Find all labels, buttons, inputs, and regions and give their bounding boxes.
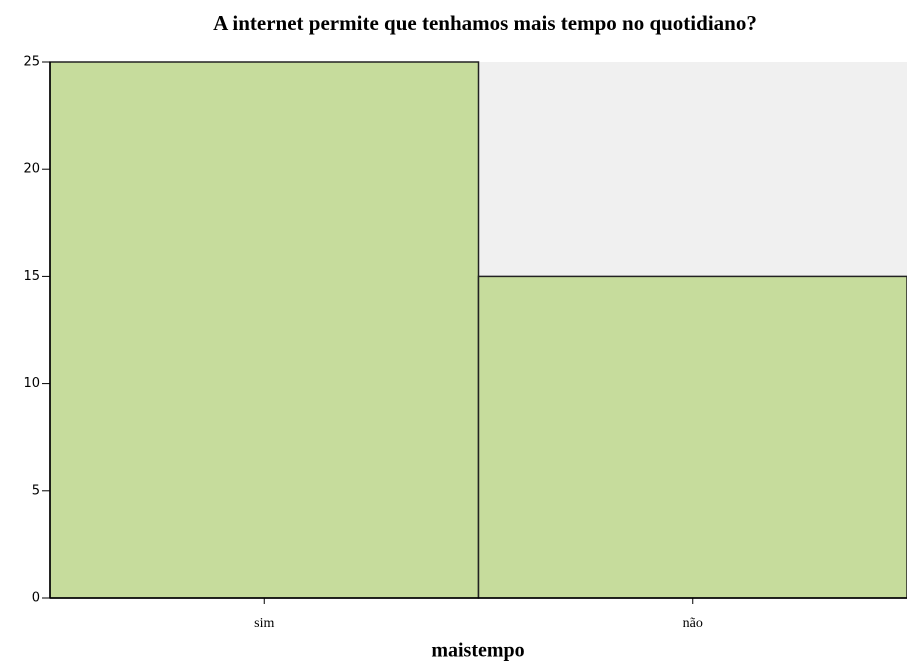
x-axis-label: maistempo xyxy=(431,640,524,662)
y-tick-label: 20 xyxy=(23,162,40,177)
bar xyxy=(49,61,480,599)
chart-title: A internet permite que tenhamos mais tem… xyxy=(213,11,757,35)
y-tick-label: 0 xyxy=(32,591,40,606)
y-tick-label: 25 xyxy=(23,55,40,70)
y-tick-label: 10 xyxy=(23,376,40,391)
x-tick-label: não xyxy=(683,616,703,631)
y-tick-label: 15 xyxy=(23,269,40,284)
y-tick-label: 5 xyxy=(32,483,40,498)
bar xyxy=(477,275,907,599)
x-tick-label: sim xyxy=(254,616,274,631)
